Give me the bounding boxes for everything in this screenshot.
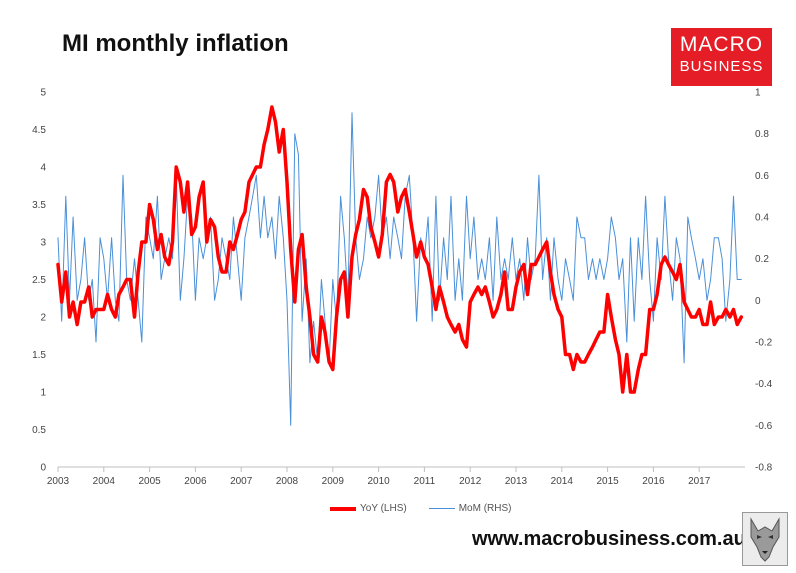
right-tick-label: 0.2 — [755, 254, 769, 265]
x-tick-label: 2008 — [276, 476, 299, 487]
left-tick-label: 5 — [40, 88, 46, 99]
right-tick-label: 1 — [755, 88, 761, 99]
legend-swatch-yoy — [330, 506, 356, 511]
legend: YoY (LHS) MoM (RHS) — [330, 503, 533, 514]
x-tick-label: 2005 — [138, 476, 161, 487]
right-tick-label: 0.6 — [755, 171, 769, 182]
x-tick-label: 2009 — [322, 476, 345, 487]
x-axis-ticks: 2003 2004 2005 2006 2007 2008 2009 2010 2011 2012… — [47, 467, 711, 487]
x-tick-label: 2011 — [414, 476, 436, 487]
x-tick-label: 2014 — [551, 476, 574, 487]
legend-label-yoy: YoY (LHS) — [360, 503, 407, 514]
x-tick-label: 2007 — [230, 476, 253, 487]
x-tick-label: 2004 — [93, 476, 116, 487]
right-tick-label: -0.4 — [755, 379, 773, 390]
series-line-yoy — [56, 105, 744, 394]
left-tick-label: 4 — [40, 163, 46, 174]
left-tick-label: 0.5 — [32, 425, 46, 436]
logo-line2: BUSINESS — [679, 58, 764, 75]
series-line-mom — [57, 112, 742, 426]
left-tick-label: 1 — [40, 388, 46, 399]
right-tick-label: 0 — [755, 296, 761, 307]
legend-item-mom: MoM (RHS) — [428, 503, 512, 514]
left-tick-label: 0 — [40, 463, 46, 474]
right-tick-label: -0.8 — [755, 463, 773, 474]
left-tick-label: 2.5 — [32, 275, 46, 286]
macrobusiness-logo: MACRO BUSINESS — [671, 28, 772, 86]
chart-title: MI monthly inflation — [62, 30, 289, 57]
left-tick-label: 1.5 — [32, 350, 46, 361]
x-tick-label: 2017 — [688, 476, 711, 487]
wolf-logo-icon — [742, 512, 788, 566]
left-tick-label: 3.5 — [32, 200, 46, 211]
left-tick-label: 2 — [40, 313, 46, 324]
legend-label-mom: MoM (RHS) — [458, 503, 512, 514]
website-url: www.macrobusiness.com.au — [472, 528, 746, 550]
x-tick-label: 2015 — [596, 476, 619, 487]
legend-swatch-mom — [428, 508, 455, 509]
x-tick-label: 2006 — [184, 476, 207, 487]
right-tick-label: -0.2 — [755, 338, 773, 349]
right-tick-label: -0.6 — [755, 421, 773, 432]
x-tick-label: 2010 — [367, 476, 390, 487]
logo-line1: MACRO — [679, 33, 764, 56]
x-tick-label: 2012 — [459, 476, 482, 487]
left-tick-label: 4.5 — [32, 125, 46, 136]
x-tick-label: 2003 — [47, 476, 70, 487]
right-tick-label: 0.4 — [755, 213, 769, 224]
left-axis-ticks: 0 0.5 1 1.5 2 2.5 3 3.5 4 4.5 5 — [32, 88, 46, 474]
x-tick-label: 2013 — [505, 476, 528, 487]
right-axis-ticks: -0.8 -0.6 -0.4 -0.2 0 0.2 0.4 0.6 0.8 1 — [755, 88, 773, 474]
x-tick-label: 2016 — [642, 476, 665, 487]
legend-item-yoy: YoY (LHS) — [330, 503, 407, 514]
left-tick-label: 3 — [40, 238, 46, 249]
right-tick-label: 0.8 — [755, 129, 769, 140]
series-layer — [56, 105, 744, 426]
